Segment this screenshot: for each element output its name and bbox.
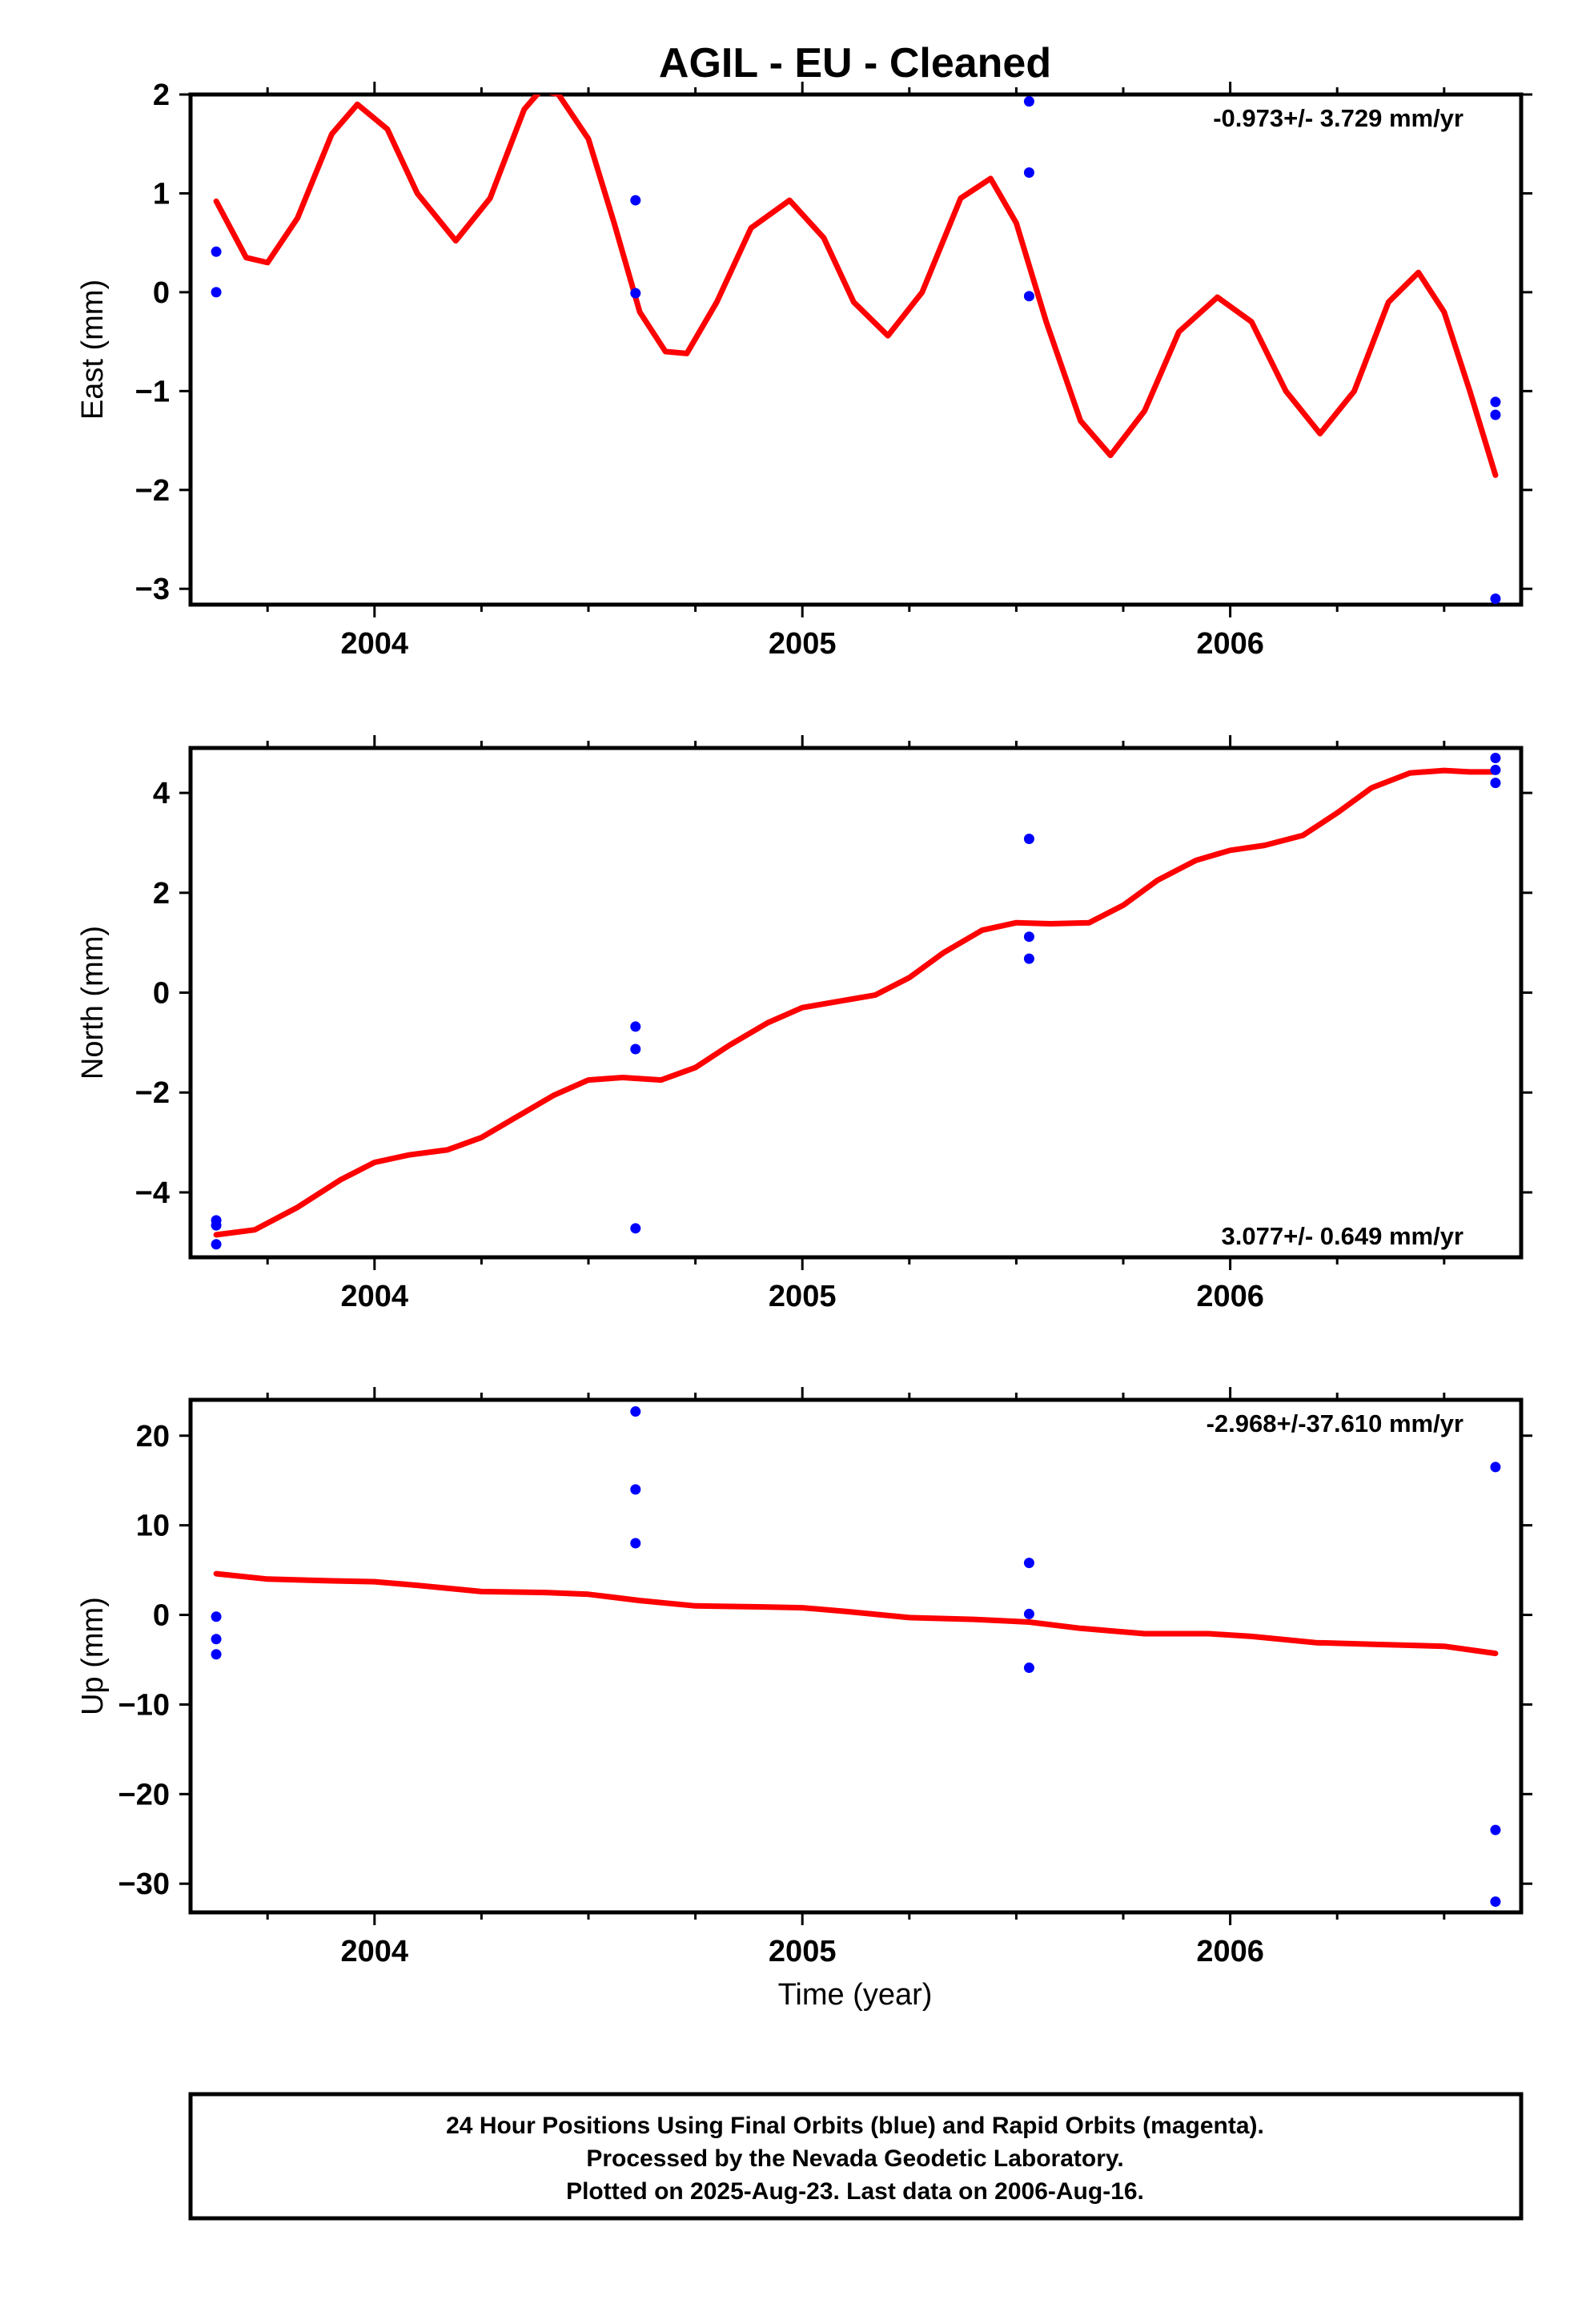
data-point (211, 1220, 222, 1231)
data-point (630, 1043, 641, 1055)
y-tick-label: −30 (118, 1868, 170, 1901)
y-tick-label: −10 (118, 1688, 170, 1722)
north-panel: 4 2 0 −2 −4 2004 2005 2006 North (mm) 3.077+/- 0.… (76, 735, 1532, 1313)
model-curve (213, 1570, 1499, 1657)
data-point (1023, 167, 1034, 179)
data-point (1023, 96, 1034, 107)
footer-line-1: 24 Hour Positions Using Final Orbits (bl… (446, 2113, 1264, 2139)
data-point (630, 1484, 641, 1495)
y-tick-label: −4 (135, 1176, 170, 1210)
data-point (211, 246, 222, 257)
x-tick-label: 2004 (341, 1935, 409, 1968)
data-point (1490, 1462, 1501, 1473)
data-point (211, 1634, 222, 1645)
y-tick-label: −3 (135, 573, 170, 606)
x-tick-label: 2004 (341, 627, 409, 661)
y-tick-label: 4 (153, 777, 170, 810)
x-tick-label: 2006 (1196, 1280, 1264, 1313)
data-point (211, 1611, 222, 1622)
data-point (1490, 752, 1501, 763)
y-axis-label: East (mm) (76, 279, 110, 420)
rate-label: 3.077+/- 0.649 mm/yr (1222, 1222, 1464, 1250)
plot-frame (188, 746, 1524, 1260)
data-point (1490, 409, 1501, 420)
y-tick-label: 2 (153, 877, 170, 911)
data-point (1023, 1558, 1034, 1569)
data-point (1023, 1608, 1034, 1619)
y-tick-label: −2 (135, 1076, 170, 1110)
x-tick-label: 2006 (1196, 1935, 1264, 1968)
data-point (1490, 1824, 1501, 1835)
data-point (630, 1021, 641, 1032)
y-tick-label: −2 (135, 474, 170, 508)
data-point (1490, 764, 1501, 775)
rate-label: -0.973+/- 3.729 mm/yr (1213, 104, 1464, 132)
data-point (1023, 833, 1034, 844)
data-point (630, 287, 641, 299)
x-tick-label: 2005 (769, 1280, 837, 1313)
model-curve (213, 767, 1499, 1238)
data-point (1023, 1663, 1034, 1674)
data-point (1023, 291, 1034, 302)
x-tick-label: 2005 (769, 1935, 837, 1968)
y-tick-label: 10 (136, 1510, 170, 1543)
data-point (1490, 778, 1501, 789)
y-tick-label: 1 (153, 177, 170, 211)
x-tick-label: 2006 (1196, 627, 1264, 661)
y-tick-label: 2 (153, 78, 170, 112)
y-tick-label: 0 (153, 977, 170, 1011)
x-tick-label: 2005 (769, 627, 837, 661)
y-tick-label: −1 (135, 375, 170, 408)
data-point (1490, 593, 1501, 605)
y-tick-label: 0 (153, 276, 170, 310)
rate-label: -2.968+/-37.610 mm/yr (1207, 1409, 1464, 1437)
x-axis-label: Time (year) (778, 1978, 933, 2012)
data-point (211, 287, 222, 298)
x-tick-label: 2004 (341, 1280, 409, 1313)
data-point (1490, 396, 1501, 408)
footer-line-2: Processed by the Nevada Geodetic Laborat… (586, 2145, 1123, 2172)
plot-frame (188, 92, 1524, 607)
chart-title: AGIL - EU - Cleaned (659, 40, 1051, 86)
data-point (1023, 931, 1034, 943)
data-point (630, 195, 641, 206)
y-tick-label: 0 (153, 1599, 170, 1633)
east-panel: 2 1 0 −1 −2 −3 2004 2005 2006 East (mm) -0.973+/- … (76, 78, 1532, 661)
plot-frame (188, 1397, 1524, 1915)
y-tick-label: 20 (136, 1420, 170, 1454)
data-point (630, 1538, 641, 1549)
data-point (630, 1223, 641, 1234)
data-point (630, 1406, 641, 1417)
y-axis-label: North (mm) (76, 926, 110, 1080)
data-point (211, 1649, 222, 1660)
footer-line-3: Plotted on 2025-Aug-23. Last data on 200… (566, 2178, 1144, 2205)
y-axis-label: Up (mm) (76, 1597, 110, 1715)
y-tick-label: −20 (118, 1778, 170, 1811)
data-point (1023, 953, 1034, 964)
up-panel: 20 10 0 −10 −20 −30 2004 2005 2006 Up (mm) -2.968+… (76, 1387, 1532, 1968)
model-curve (213, 94, 1499, 478)
data-point (211, 1239, 222, 1250)
data-point (1490, 1896, 1501, 1908)
footer-box (188, 2092, 1524, 2221)
